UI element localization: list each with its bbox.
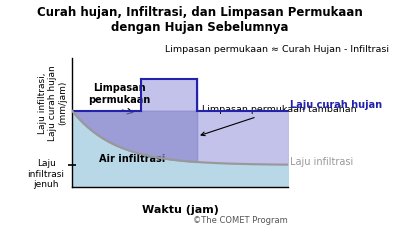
Text: Limpasan permukaan tambahan: Limpasan permukaan tambahan [201,105,356,136]
Text: Laju infiltrasi,
Laju curah hujan
(mm/jam): Laju infiltrasi, Laju curah hujan (mm/ja… [38,65,68,141]
Text: ©The COMET Program: ©The COMET Program [193,216,288,225]
Text: Limpasan
permukaan: Limpasan permukaan [88,83,151,105]
Text: Limpasan permukaan ≈ Curah Hujan - Infiltrasi: Limpasan permukaan ≈ Curah Hujan - Infil… [165,45,389,54]
Text: Laju infiltrasi: Laju infiltrasi [290,157,354,167]
Text: Waktu (jam): Waktu (jam) [142,205,218,215]
Text: Laju curah hujan: Laju curah hujan [290,101,382,110]
Text: Laju
infiltrasi
jenuh: Laju infiltrasi jenuh [28,159,64,189]
Text: Curah hujan, Infiltrasi, dan Limpasan Permukaan
dengan Hujan Sebelumnya: Curah hujan, Infiltrasi, dan Limpasan Pe… [37,6,363,34]
Text: Air infiltrasi: Air infiltrasi [99,154,166,164]
